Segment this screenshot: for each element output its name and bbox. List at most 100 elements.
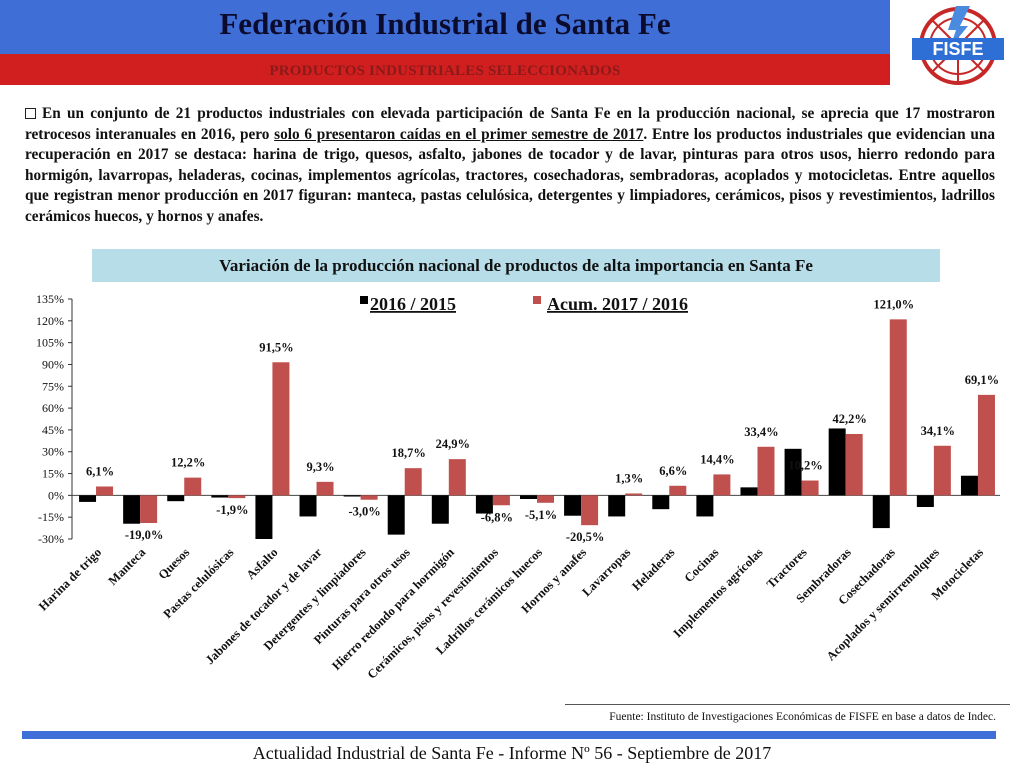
bar-acum-2017-2016 — [625, 493, 643, 496]
y-tick-label: 0% — [48, 488, 64, 502]
legend-label: Acum. 2017 / 2016 — [547, 294, 688, 314]
bar-2016-2015 — [916, 495, 934, 507]
data-label: 121,0% — [873, 297, 914, 311]
fisfe-logo: FISFE — [912, 6, 1004, 85]
data-label: 91,5% — [259, 340, 293, 354]
bar-acum-2017-2016 — [977, 394, 995, 496]
y-tick-label: 135% — [36, 292, 64, 306]
bar-acum-2017-2016 — [404, 468, 422, 496]
data-label: 24,9% — [436, 437, 470, 451]
bar-2016-2015 — [431, 495, 449, 524]
bar-acum-2017-2016 — [448, 459, 466, 496]
intro-paragraph: En un conjunto de 21 productos industria… — [25, 104, 995, 228]
data-label: 12,2% — [171, 456, 205, 470]
footer-text: Actualidad Industrial de Santa Fe - Info… — [252, 743, 772, 763]
bar-2016-2015 — [211, 495, 229, 498]
y-tick-label: -15% — [38, 510, 64, 524]
bar-2016-2015 — [652, 495, 670, 510]
chart-title: Variación de la producción nacional de p… — [219, 256, 813, 275]
bar-chart: 135% 120% 105% 90% 75% 60% 45% 30% 15% 0% -15% -30%… — [36, 292, 1000, 682]
bar-2016-2015 — [828, 428, 846, 496]
y-tick-label: 45% — [42, 423, 64, 437]
data-label: 6,6% — [659, 464, 687, 478]
data-label: -5,1% — [525, 508, 557, 522]
intro-text-part1: En un conjunto de 21 productos industria… — [25, 105, 995, 143]
data-label: 34,1% — [921, 424, 955, 438]
page-subtitle: PRODUCTOS INDUSTRIALES SELECCIONADOS — [269, 63, 621, 79]
bar-2016-2015 — [784, 448, 802, 496]
bar-2016-2015 — [520, 495, 537, 499]
header-banner-red — [0, 54, 890, 85]
category-label: Harina de trigo — [36, 545, 104, 613]
bar-acum-2017-2016 — [360, 495, 378, 500]
category-label: Tractores — [764, 545, 810, 591]
y-tick-label: 120% — [36, 314, 64, 328]
intro-text-underlined: solo 6 presentaron caídas en el primer s… — [274, 125, 644, 143]
bar-acum-2017-2016 — [228, 495, 246, 499]
bar-2016-2015 — [167, 495, 185, 502]
data-label: 33,4% — [744, 425, 778, 439]
logo-text: FISFE — [932, 39, 983, 59]
bar-acum-2017-2016 — [713, 474, 731, 496]
bar-2016-2015 — [608, 495, 626, 517]
category-label: Asfalto — [244, 545, 281, 582]
legend-label: 2016 / 2015 — [370, 294, 456, 314]
bar-2016-2015 — [387, 495, 405, 535]
y-tick-label: 60% — [42, 401, 64, 415]
data-label: -6,8% — [481, 510, 513, 524]
bar-acum-2017-2016 — [184, 477, 202, 496]
data-label: 10,2% — [788, 459, 822, 473]
chart-title-banner — [92, 249, 940, 282]
data-label: 1,3% — [615, 471, 643, 485]
data-label: 14,4% — [700, 452, 734, 466]
y-tick-label: 90% — [42, 357, 64, 371]
legend-swatch — [360, 296, 368, 304]
bar-acum-2017-2016 — [757, 446, 775, 496]
bar-acum-2017-2016 — [933, 445, 951, 496]
category-label: Manteca — [105, 545, 148, 588]
bar-2016-2015 — [79, 495, 97, 502]
bar-2016-2015 — [564, 495, 582, 516]
y-tick-label: -30% — [38, 532, 64, 546]
intro-text-part2: . Entre los productos industriales que e… — [25, 125, 995, 225]
data-label: 18,7% — [392, 446, 426, 460]
category-label: Cocinas — [682, 545, 722, 585]
bar-2016-2015 — [696, 495, 714, 517]
bar-2016-2015 — [740, 487, 758, 496]
y-tick-label: 75% — [42, 379, 64, 393]
bar-acum-2017-2016 — [801, 480, 819, 496]
page-title: Federación Industrial de Santa Fe — [219, 6, 671, 41]
bar-acum-2017-2016 — [272, 362, 290, 496]
bar-acum-2017-2016 — [492, 495, 510, 506]
data-label: -1,9% — [216, 503, 248, 517]
bar-acum-2017-2016 — [316, 481, 334, 496]
source-divider — [565, 704, 1010, 705]
data-label: 69,1% — [965, 373, 999, 387]
data-label: 42,2% — [832, 412, 866, 426]
category-label: Implementos agrícolas — [671, 545, 766, 640]
bar-acum-2017-2016 — [889, 319, 907, 496]
bar-2016-2015 — [475, 495, 493, 514]
data-label: -19,0% — [125, 528, 164, 542]
legend-swatch — [533, 296, 541, 304]
data-label: -3,0% — [348, 505, 380, 519]
bar-2016-2015 — [299, 495, 317, 517]
y-tick-label: 15% — [42, 467, 64, 481]
bar-acum-2017-2016 — [96, 486, 114, 496]
bar-2016-2015 — [960, 475, 978, 496]
y-tick-label: 105% — [36, 336, 64, 350]
bar-2016-2015 — [343, 495, 361, 497]
data-label: 6,1% — [86, 464, 114, 478]
source-note: Fuente: Instituto de Investigaciones Eco… — [609, 711, 996, 723]
footer-bar — [22, 731, 996, 739]
header-banner-blue — [0, 0, 890, 54]
bar-2016-2015 — [123, 495, 141, 524]
bar-acum-2017-2016 — [140, 495, 158, 523]
category-label: Quesos — [155, 545, 192, 582]
data-label: 9,3% — [306, 460, 334, 474]
bar-acum-2017-2016 — [845, 433, 863, 496]
y-tick-label: 30% — [42, 445, 64, 459]
bar-acum-2017-2016 — [537, 495, 554, 503]
bar-acum-2017-2016 — [581, 495, 599, 526]
category-label: Heladeras — [629, 545, 677, 593]
